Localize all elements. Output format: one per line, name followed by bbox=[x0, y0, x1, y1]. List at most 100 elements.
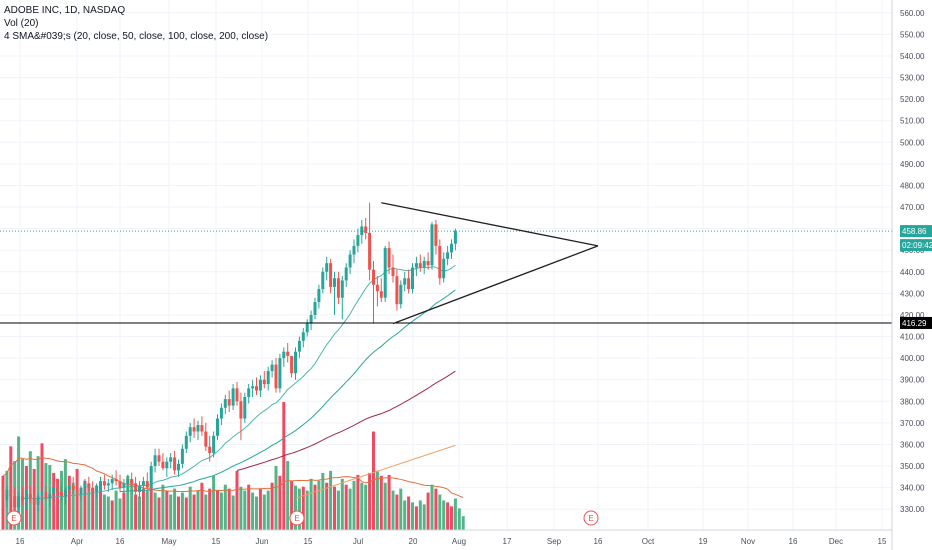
candle-body bbox=[149, 466, 153, 488]
y-tick-label: 560.00 bbox=[900, 9, 925, 18]
candle-body bbox=[40, 491, 44, 497]
volume-bar bbox=[426, 492, 430, 530]
candle bbox=[266, 366, 270, 391]
candle-body bbox=[379, 291, 383, 298]
volume-bar bbox=[442, 500, 446, 530]
x-tick-label: 16 bbox=[789, 537, 798, 546]
volume-bar bbox=[282, 402, 286, 530]
lower-trendline bbox=[392, 245, 599, 325]
candle bbox=[329, 258, 333, 294]
volume-bar bbox=[216, 490, 219, 530]
earnings-marker[interactable]: E bbox=[583, 510, 599, 526]
volume-bar bbox=[153, 492, 157, 530]
earnings-marker[interactable]: E bbox=[289, 510, 305, 526]
y-tick-label: 490.00 bbox=[900, 160, 925, 169]
volume-bar bbox=[169, 494, 173, 530]
y-tick-label: 410.00 bbox=[900, 333, 925, 342]
candle-body bbox=[270, 364, 274, 372]
candle bbox=[340, 276, 344, 320]
candle bbox=[56, 481, 60, 497]
candle bbox=[375, 276, 379, 307]
x-tick-label: 17 bbox=[503, 537, 512, 546]
x-tick-label: 15 bbox=[878, 537, 887, 546]
symbol-title[interactable]: ADOBE INC, 1D, NASDAQ bbox=[4, 5, 126, 16]
candle-body bbox=[157, 455, 161, 462]
last-price-badge-bg bbox=[900, 225, 932, 238]
candle bbox=[44, 485, 48, 501]
candle-body bbox=[391, 267, 395, 277]
candle bbox=[243, 392, 247, 423]
candle bbox=[442, 252, 446, 283]
volume-indicator-label[interactable]: Vol (20) bbox=[4, 18, 39, 29]
trendline-drawings[interactable] bbox=[0, 202, 892, 325]
earnings-marker[interactable]: E bbox=[6, 510, 22, 526]
candle bbox=[134, 476, 138, 497]
candle bbox=[247, 384, 251, 404]
volume-bar bbox=[110, 500, 114, 530]
candle bbox=[348, 250, 352, 274]
candle-body bbox=[118, 481, 122, 488]
candle bbox=[208, 435, 212, 462]
candle bbox=[153, 448, 157, 473]
candle-body bbox=[297, 340, 301, 352]
volume-bar bbox=[403, 500, 407, 530]
volume-bar bbox=[325, 482, 329, 530]
volume-bar bbox=[344, 484, 348, 530]
x-tick-label: 19 bbox=[699, 537, 708, 546]
candle-body bbox=[141, 481, 145, 486]
candle-body bbox=[364, 226, 368, 233]
candle-body bbox=[223, 399, 227, 408]
candle-body bbox=[165, 461, 169, 469]
candle bbox=[75, 483, 79, 499]
volume-bar bbox=[430, 484, 434, 530]
volume-bar bbox=[364, 484, 368, 530]
volume-bar bbox=[313, 484, 317, 530]
x-tick-label: 15 bbox=[304, 537, 313, 546]
candle-body bbox=[442, 258, 446, 279]
volume-bar bbox=[251, 492, 255, 530]
candle-body bbox=[208, 446, 212, 454]
y-tick-label: 540.00 bbox=[900, 52, 925, 61]
volume-bar bbox=[223, 484, 227, 530]
volume-bar bbox=[270, 482, 274, 530]
sma-indicator-label[interactable]: 4 SMA&#039;s (20, close, 50, close, 100,… bbox=[4, 31, 269, 42]
candle-body bbox=[375, 284, 379, 292]
candle bbox=[180, 444, 184, 469]
candle bbox=[79, 485, 83, 501]
candle-body bbox=[286, 351, 290, 356]
candle bbox=[223, 394, 227, 415]
volume-bar bbox=[95, 492, 99, 530]
candle bbox=[270, 360, 274, 378]
candle-body bbox=[106, 483, 110, 486]
volume-bar bbox=[450, 506, 453, 530]
volume-bar bbox=[165, 490, 169, 530]
candle bbox=[438, 239, 442, 285]
volume-bar bbox=[278, 475, 282, 530]
candle-body bbox=[161, 461, 165, 469]
volume-bar bbox=[336, 490, 340, 530]
candle bbox=[414, 256, 418, 277]
candle-body bbox=[305, 323, 309, 333]
upper-trendline bbox=[381, 202, 599, 247]
candle-body bbox=[21, 496, 24, 501]
candle bbox=[383, 245, 387, 303]
volume-bar bbox=[290, 480, 294, 530]
candle bbox=[258, 375, 262, 397]
volume-bar bbox=[418, 500, 422, 530]
candle-body bbox=[169, 457, 173, 462]
candle-body bbox=[399, 284, 403, 305]
volume-bar bbox=[184, 497, 188, 530]
candle bbox=[212, 431, 216, 458]
candle-body bbox=[336, 278, 340, 298]
candle bbox=[325, 256, 329, 281]
volume-bar bbox=[387, 474, 391, 530]
candle-body bbox=[352, 245, 356, 255]
y-tick-label: 500.00 bbox=[900, 138, 925, 147]
volume-bar bbox=[145, 490, 149, 530]
candle-body bbox=[313, 302, 317, 315]
y-tick-label: 530.00 bbox=[900, 74, 925, 83]
candle-body bbox=[67, 485, 71, 490]
candle-body bbox=[247, 388, 251, 397]
